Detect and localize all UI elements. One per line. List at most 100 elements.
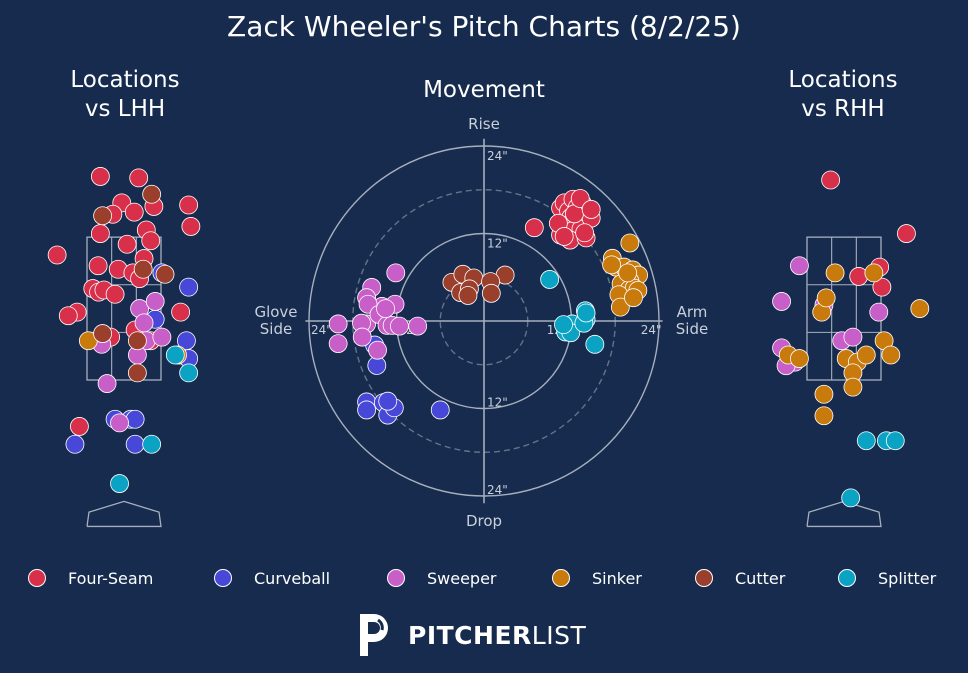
legend-item-four-seam[interactable]: Four-Seam (28, 565, 153, 591)
lhh-pitch-four-seam (130, 169, 148, 187)
ring-tick-label: 24" (311, 323, 332, 337)
lhh-pitch-splitter (143, 435, 161, 453)
legend-swatch (387, 569, 405, 587)
movement-pitch-sweeper (390, 317, 408, 335)
lhh-pitch-four-seam (142, 232, 160, 250)
brand-wordmark-bold: PITCHER (408, 621, 532, 650)
pitcherlist-logo: PITCHERLIST (356, 610, 586, 660)
movement-pitch-sinker (621, 234, 639, 252)
ring-tick-label: 12" (487, 237, 508, 251)
rhh-pitch-sinker (826, 264, 844, 282)
movement-pitch-four-seam (582, 200, 600, 218)
rhh-pitch-sinker (882, 346, 900, 364)
movement-pitch-sinker (619, 264, 637, 282)
rhh-pitch-sinker (844, 378, 862, 396)
legend-item-sweeper[interactable]: Sweeper (387, 565, 497, 591)
rhh-pitch-sinker (815, 385, 833, 403)
lhh-pitch-sweeper (98, 375, 116, 393)
movement-pitch-sweeper (409, 317, 427, 335)
rhh-pitch-sinker (790, 350, 808, 368)
lhh-pitch-splitter (166, 346, 184, 364)
legend-swatch (214, 569, 232, 587)
lhh-pitch-four-seam (70, 417, 88, 435)
lhh-pitch-cutter (94, 207, 112, 225)
pitcherlist-mark-icon (356, 612, 396, 658)
legend-item-splitter[interactable]: Splitter (838, 565, 936, 591)
brand-wordmark: PITCHERLIST (408, 621, 586, 650)
axis-label-glove-side-line: Glove (254, 303, 297, 321)
movement-pitch-four-seam (525, 219, 543, 237)
axis-label-glove-side-line: Side (260, 320, 292, 338)
panel-title-lhh: Locations vs LHH (40, 66, 210, 124)
rhh-pitch-sinker (911, 300, 929, 318)
rhh-pitch-sinker (815, 407, 833, 425)
movement-chart: 24"24"12"12"24"24"12"12"RiseDropGloveSid… (245, 112, 725, 532)
movement-pitch-four-seam (576, 224, 594, 242)
lhh-pitch-curveball (126, 410, 144, 428)
lhh-pitch-four-seam (118, 235, 136, 253)
axis-label-rise: Rise (468, 115, 500, 133)
lhh-pitch-cutter (134, 260, 152, 278)
lhh-pitch-splitter (111, 475, 129, 493)
legend-label: Four-Seam (68, 569, 153, 588)
movement-pitch-splitter (554, 316, 572, 334)
lhh-pitch-cutter (156, 265, 174, 283)
ring-tick-label: 24" (487, 149, 508, 163)
legend-label: Splitter (878, 569, 936, 588)
movement-pitch-curveball (431, 401, 449, 419)
home-plate (87, 501, 161, 526)
rhh-pitch-four-seam (822, 171, 840, 189)
movement-pitch-sweeper (369, 341, 387, 359)
movement-pitch-splitter (577, 304, 595, 322)
lhh-pitch-splitter (180, 364, 198, 382)
rhh-pitch-four-seam (897, 225, 915, 243)
movement-pitch-sweeper (377, 300, 395, 318)
lhh-pitch-four-seam (180, 196, 198, 214)
movement-pitch-sinker (603, 256, 621, 274)
rhh-pitch-splitter (886, 432, 904, 450)
lhh-pitch-curveball (126, 435, 144, 453)
axis-label-arm-side-line: Side (676, 320, 708, 338)
lhh-pitch-curveball (66, 435, 84, 453)
lhh-pitch-four-seam (172, 303, 190, 321)
axis-label-arm-side: Arm Side (676, 303, 708, 338)
ring-tick-label: 24" (641, 323, 662, 337)
ring-tick-label: 12" (487, 396, 508, 410)
lhh-pitch-cutter (143, 185, 161, 203)
legend-label: Cutter (735, 569, 785, 588)
movement-pitch-splitter (541, 270, 559, 288)
movement-pitch-sweeper (387, 264, 405, 282)
axis-label-drop: Drop (466, 512, 502, 530)
lhh-pitch-four-seam (89, 257, 107, 275)
lhh-pitch-four-seam (125, 203, 143, 221)
movement-pitch-sweeper (329, 335, 347, 353)
legend-label: Curveball (254, 569, 330, 588)
axis-label-glove-side: Glove Side (254, 303, 297, 338)
rhh-pitch-sinker (817, 289, 835, 307)
movement-pitch-four-seam (555, 227, 573, 245)
legend-item-curveball[interactable]: Curveball (214, 565, 330, 591)
rhh-pitch-sweeper (870, 303, 888, 321)
lhh-pitch-four-seam (59, 307, 77, 325)
lhh-pitch-four-seam (106, 285, 124, 303)
lhh-pitch-sweeper (146, 292, 164, 310)
rhh-pitch-splitter (857, 432, 875, 450)
movement-pitch-curveball (358, 401, 376, 419)
movement-pitch-curveball (379, 392, 397, 410)
rhh-pitch-sweeper (773, 292, 791, 310)
ring-tick-label: 24" (487, 483, 508, 497)
lhh-pitch-four-seam (182, 217, 200, 235)
movement-pitch-sinker (624, 289, 642, 307)
lhh-pitch-cutter (128, 364, 146, 382)
rhh-pitch-splitter (842, 489, 860, 507)
rhh-pitch-sinker (857, 346, 875, 364)
legend-swatch (28, 569, 46, 587)
legend-swatch (838, 569, 856, 587)
lhh-pitch-curveball (180, 278, 198, 296)
legend-item-cutter[interactable]: Cutter (695, 565, 785, 591)
lhh-pitch-cutter (128, 332, 146, 350)
legend-item-sinker[interactable]: Sinker (552, 565, 642, 591)
lhh-pitch-sweeper (111, 414, 129, 432)
lhh-pitch-four-seam (91, 225, 109, 243)
rhh-pitch-sinker (865, 264, 883, 282)
